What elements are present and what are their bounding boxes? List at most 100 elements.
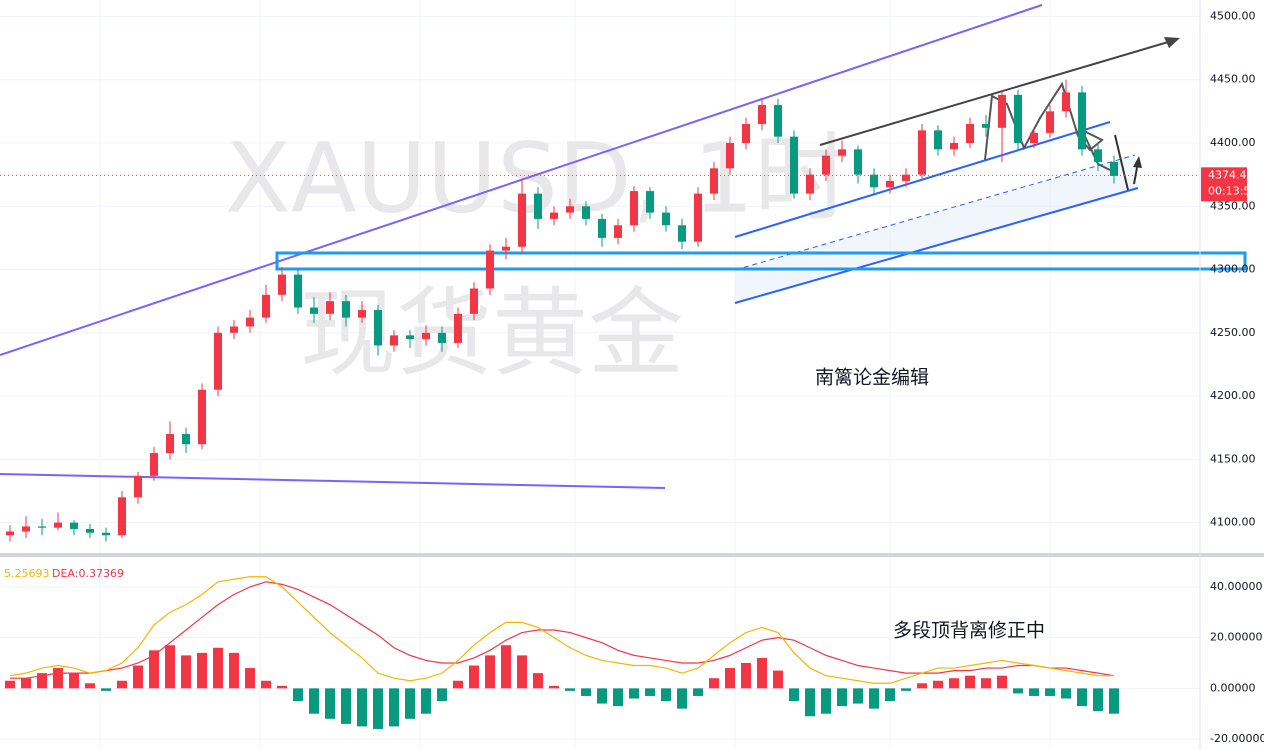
histogram-bar (1013, 688, 1023, 694)
annotation: 南篱论金编辑 (815, 367, 929, 389)
y-tick-label: 0.00000 (1210, 681, 1256, 694)
candle-body (38, 526, 46, 528)
histogram-bar (341, 688, 351, 724)
zone-box (275, 251, 1247, 271)
histogram-bar (485, 655, 495, 689)
candle-body (374, 310, 382, 346)
histogram-bar (37, 673, 47, 689)
histogram-bar (85, 683, 95, 689)
candle-body (406, 335, 414, 340)
histogram-bar (309, 688, 319, 714)
histogram-bar (437, 688, 447, 702)
y-tick-label: 4300.00 (1210, 263, 1256, 276)
y-tick-label: 4100.00 (1210, 516, 1256, 529)
histogram-bar (197, 652, 207, 689)
candle-body (278, 274, 286, 295)
y-tick-label: 4350.00 (1210, 199, 1256, 212)
candle-body (262, 294, 270, 318)
candle-body (54, 522, 62, 528)
histogram-bar (949, 678, 959, 689)
candle-body (982, 124, 990, 128)
candle-body (710, 168, 718, 194)
histogram-bar (149, 650, 159, 689)
plot: 4100.00 4150.00 4200.00 4250.00 4300.00 4350.… (0, 9, 1264, 745)
candle-body (1062, 92, 1070, 112)
histogram-bar (1045, 688, 1055, 696)
histogram-bar (53, 668, 63, 689)
histogram-bar (1093, 688, 1103, 712)
candle-body (1094, 149, 1102, 162)
macd-dea-label: DEA:0.37369 (52, 567, 124, 580)
candle-body (678, 225, 686, 242)
candle-body (246, 317, 254, 327)
candle-body (326, 301, 334, 314)
annotation: 多段顶背离修正中 (893, 620, 1045, 642)
histogram-bar (1109, 688, 1119, 714)
histogram-bar (725, 668, 735, 689)
histogram-bar (677, 688, 687, 709)
candle-body (358, 310, 366, 318)
histogram-bar (21, 678, 31, 689)
histogram-bar (469, 665, 479, 689)
candle-body (118, 497, 126, 536)
last-price-box (1201, 167, 1247, 202)
channel-line (734, 187, 1139, 304)
histogram-bar (101, 688, 111, 691)
watermark-name: 现货黄金 (300, 277, 684, 389)
y-tick-label: -20.00000 (1210, 732, 1264, 745)
histogram-bar (5, 680, 15, 689)
histogram-bar (901, 688, 911, 691)
candle-body (502, 246, 510, 251)
candle-body (22, 526, 30, 532)
histogram-bar (1029, 688, 1039, 696)
candle-body (870, 174, 878, 188)
candle-body (438, 332, 446, 343)
histogram-bar (501, 645, 511, 689)
y-tick-label: 4500.00 (1210, 9, 1256, 22)
trend-line (0, 4, 1043, 356)
candle-body (134, 475, 142, 498)
histogram-bar (773, 670, 783, 689)
candle-body (1046, 111, 1054, 133)
histogram-bar (837, 688, 847, 707)
candle-body (822, 155, 830, 175)
histogram-bar (117, 680, 127, 689)
candle-body (934, 130, 942, 150)
histogram-bar (277, 685, 287, 689)
candle-body (758, 105, 766, 125)
histogram-bar (373, 688, 383, 729)
candle-body (854, 149, 862, 175)
candle-body (998, 94, 1006, 128)
histogram-bar (517, 655, 527, 689)
candle-body (774, 105, 782, 137)
candle-body (342, 301, 350, 318)
candle-body (566, 206, 574, 213)
y-tick-label: 4150.00 (1210, 452, 1256, 465)
histogram-bar (757, 657, 767, 689)
last-price-label: 4374.46 (1208, 168, 1254, 181)
y-tick-label: 20.00000 (1210, 631, 1263, 644)
candle-body (1078, 92, 1086, 150)
histogram-bar (965, 675, 975, 689)
candle-body (790, 136, 798, 194)
histogram-bar (389, 688, 399, 727)
histogram-bar (997, 675, 1007, 689)
histogram-bar (741, 662, 751, 689)
histogram-bar (357, 688, 367, 727)
candle-body (518, 193, 526, 247)
histogram-bar (565, 688, 575, 691)
candle-body (838, 149, 846, 156)
candle-body (86, 528, 94, 533)
candle-body (294, 274, 302, 308)
candle-body (390, 335, 398, 346)
histogram-bar (549, 685, 559, 689)
macd-dif-label: 5.25693 (4, 567, 50, 580)
candle-body (902, 174, 910, 181)
grid (0, 0, 1200, 750)
candle-body (742, 124, 750, 143)
histogram-bar (165, 645, 175, 689)
candle-body (182, 434, 190, 445)
histogram-bar (709, 678, 719, 689)
arrow-head (1164, 37, 1180, 48)
